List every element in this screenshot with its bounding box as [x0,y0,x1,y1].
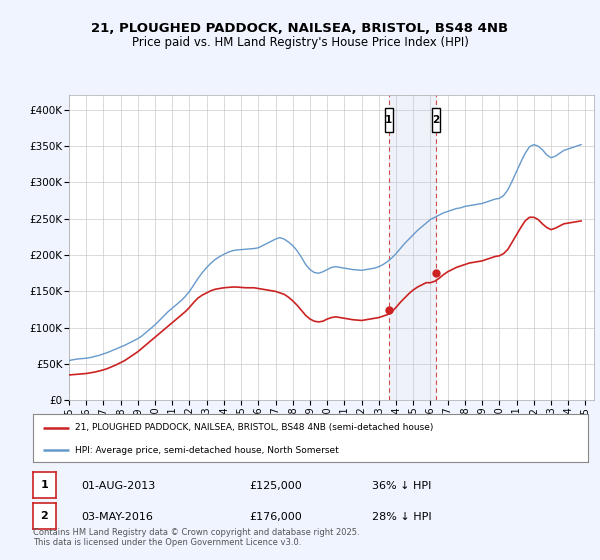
Text: 03-MAY-2016: 03-MAY-2016 [81,512,153,522]
Text: 1: 1 [41,480,48,491]
Text: 2: 2 [41,511,48,521]
Bar [389,95,436,400]
Text: Contains HM Land Registry data © Crown copyright and database right 2025.
This d: Contains HM Land Registry data © Crown c… [33,528,359,547]
Text: £176,000: £176,000 [249,512,302,522]
Text: 01-AUG-2013: 01-AUG-2013 [81,481,155,491]
Bar [432,108,440,132]
Text: 1: 1 [385,115,392,125]
Text: Price paid vs. HM Land Registry's House Price Index (HPI): Price paid vs. HM Land Registry's House … [131,36,469,49]
Text: HPI: Average price, semi-detached house, North Somerset: HPI: Average price, semi-detached house,… [74,446,338,455]
Text: 36% ↓ HPI: 36% ↓ HPI [372,481,431,491]
Text: 21, PLOUGHED PADDOCK, NAILSEA, BRISTOL, BS48 4NB: 21, PLOUGHED PADDOCK, NAILSEA, BRISTOL, … [91,22,509,35]
Text: £125,000: £125,000 [249,481,302,491]
Text: 28% ↓ HPI: 28% ↓ HPI [372,512,431,522]
Text: 2: 2 [433,115,440,125]
Bar [385,108,392,132]
Text: 21, PLOUGHED PADDOCK, NAILSEA, BRISTOL, BS48 4NB (semi-detached house): 21, PLOUGHED PADDOCK, NAILSEA, BRISTOL, … [74,423,433,432]
